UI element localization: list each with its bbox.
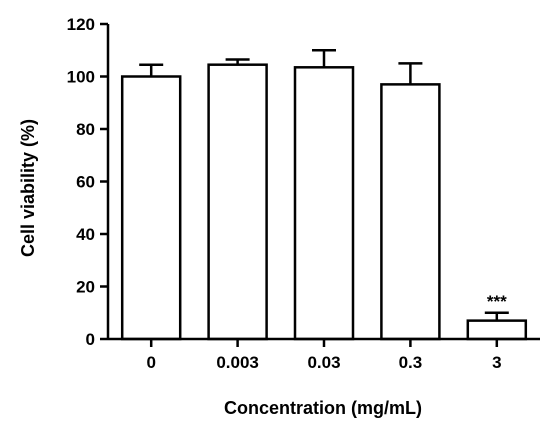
y-tick-label: 20 <box>76 278 95 297</box>
x-tick-label: 0.003 <box>216 353 259 372</box>
y-tick-label: 100 <box>67 68 95 87</box>
bar <box>380 83 441 341</box>
bar <box>207 63 268 341</box>
x-axis-title: Concentration (mg/mL) <box>224 398 422 418</box>
bars-group <box>120 63 528 341</box>
x-tick-label: 0.03 <box>307 353 340 372</box>
significance-annotation: *** <box>487 292 507 311</box>
y-tick-label: 60 <box>76 173 95 192</box>
x-tick-label: 0.3 <box>399 353 423 372</box>
y-tick-label: 80 <box>76 120 95 139</box>
bar <box>120 75 182 341</box>
y-axis-title: Cell viability (%) <box>18 119 38 257</box>
y-ticks-group: 0 20 40 60 80 100 120 <box>67 15 108 349</box>
y-tick-label: 120 <box>67 15 95 34</box>
annotations-group: *** <box>487 292 507 311</box>
bar <box>466 319 528 341</box>
x-tick-label: 3 <box>492 353 501 372</box>
error-bars-group <box>139 49 509 321</box>
x-tick-label: 0 <box>146 353 155 372</box>
y-tick-label: 40 <box>76 225 95 244</box>
y-tick-label: 0 <box>86 330 95 349</box>
x-ticks-group: 0 0.003 0.03 0.3 3 <box>146 339 502 372</box>
bar <box>293 66 355 341</box>
